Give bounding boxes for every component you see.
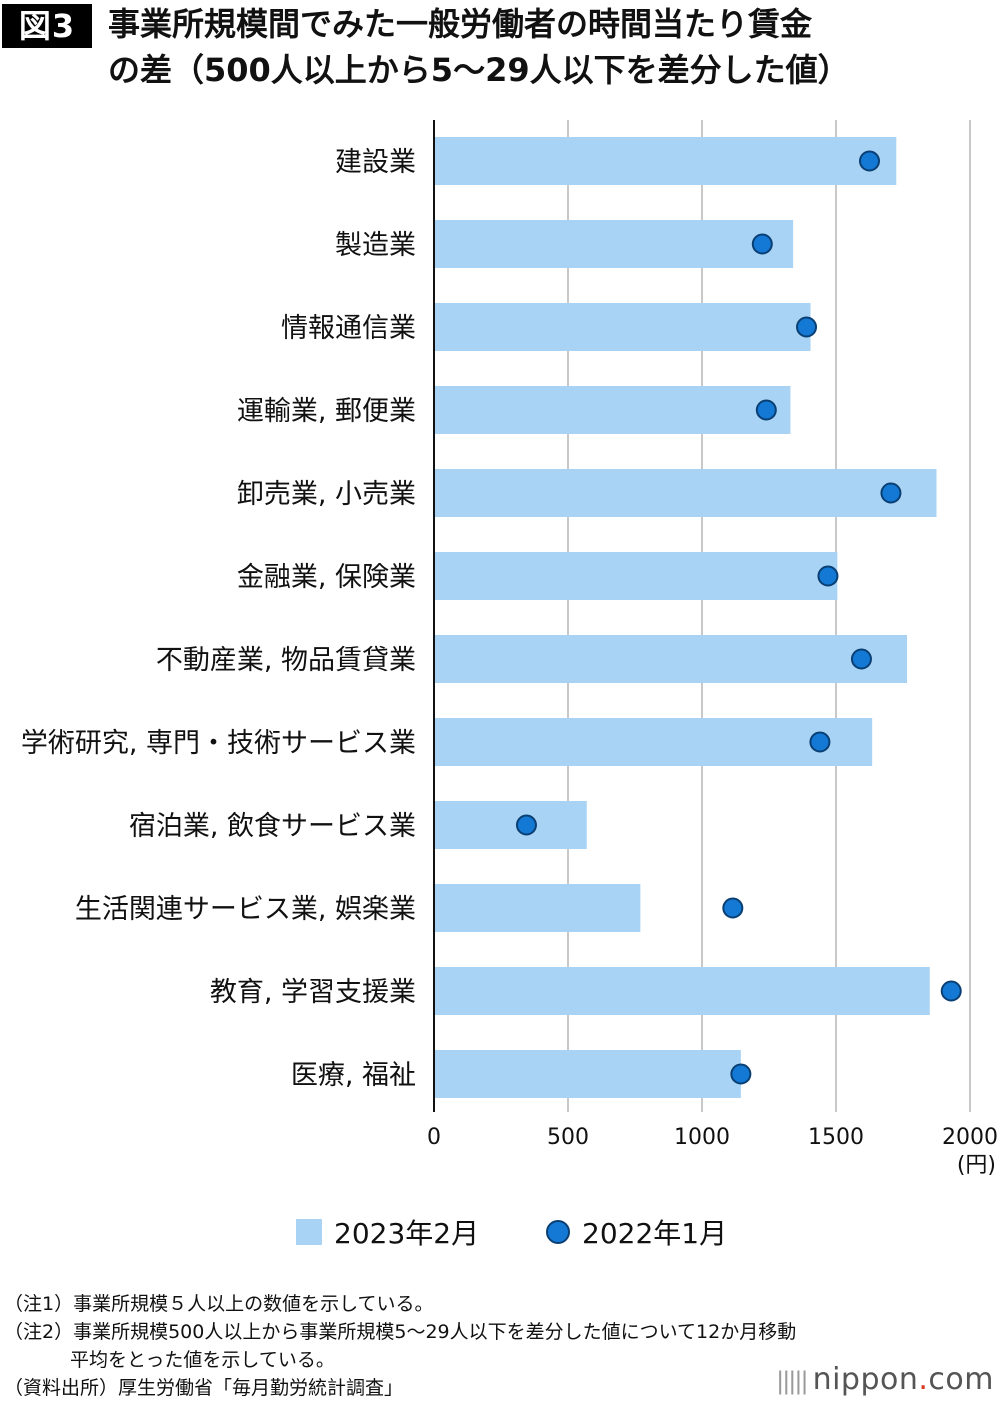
bar-2023-8 bbox=[434, 801, 587, 849]
bar-2023-5 bbox=[434, 552, 838, 600]
x-axis-unit: (円) bbox=[957, 1153, 996, 1178]
category-label-10: 教育, 学習支援業 bbox=[210, 977, 416, 1008]
note-2: （注2）事業所規模500人以上から事業所規模5〜29人以下を差分した値について1… bbox=[4, 1321, 797, 1343]
dot-2022-4 bbox=[880, 482, 902, 504]
category-label-4: 卸売業, 小売業 bbox=[237, 479, 416, 510]
bar-2023-10 bbox=[434, 967, 930, 1015]
category-label-1: 製造業 bbox=[335, 230, 416, 261]
bar-2023-11 bbox=[434, 1050, 741, 1098]
category-label-6: 不動産業, 物品賃貸業 bbox=[156, 645, 416, 676]
source-note: （資料出所）厚生労働省「毎月勤労統計調査」 bbox=[4, 1377, 404, 1399]
brand-name: nippon bbox=[812, 1362, 919, 1397]
brand-suffix: com bbox=[928, 1362, 994, 1397]
bar-2023-1 bbox=[434, 220, 794, 268]
category-label-7: 学術研究, 専門・技術サービス業 bbox=[21, 728, 416, 759]
note-2-continued: 平均をとった値を示している。 bbox=[70, 1349, 335, 1371]
category-label-3: 運輸業, 郵便業 bbox=[237, 396, 416, 427]
bar-2023-7 bbox=[434, 718, 873, 766]
bar-2023-4 bbox=[434, 469, 937, 517]
legend-bar-swatch bbox=[296, 1219, 322, 1245]
brand-mark-icon: ||||| bbox=[776, 1367, 808, 1395]
brand-dot: . bbox=[918, 1362, 929, 1397]
legend-label-2022: 2022年1月 bbox=[582, 1217, 728, 1250]
dot-2022-11 bbox=[730, 1063, 752, 1085]
chart-legend: 2023年2月 2022年1月 bbox=[0, 1208, 1000, 1256]
category-label-0: 建設業 bbox=[335, 147, 416, 178]
bar-2023-0 bbox=[434, 137, 897, 185]
category-label-5: 金融業, 保険業 bbox=[237, 562, 416, 593]
x-tick-label-2000: 2000 bbox=[942, 1125, 998, 1150]
x-tick-label-0: 0 bbox=[427, 1125, 441, 1150]
dot-2022-7 bbox=[809, 731, 831, 753]
dot-2022-0 bbox=[859, 150, 880, 172]
dot-2022-10 bbox=[940, 980, 962, 1002]
dot-2022-5 bbox=[817, 565, 839, 587]
dot-2022-3 bbox=[755, 399, 777, 421]
legend-item-2022: 2022年1月 bbox=[546, 1208, 727, 1256]
bar-2023-3 bbox=[434, 386, 791, 434]
dot-2022-1 bbox=[751, 233, 773, 255]
bar-2023-9 bbox=[434, 884, 641, 932]
legend-dot-swatch bbox=[546, 1220, 570, 1244]
nippon-com-logo: ||||| nippon.com bbox=[776, 1362, 994, 1397]
legend-item-2023: 2023年2月 bbox=[296, 1208, 479, 1256]
bar-2023-6 bbox=[434, 635, 908, 683]
note-1: （注1）事業所規模５人以上の数値を示している。 bbox=[4, 1293, 434, 1315]
chart-notes: （注1）事業所規模５人以上の数値を示している。 （注2）事業所規模500人以上か… bbox=[4, 1290, 994, 1402]
bar-2023-2 bbox=[434, 303, 811, 351]
category-label-2: 情報通信業 bbox=[281, 313, 416, 344]
x-tick-label-1500: 1500 bbox=[808, 1125, 864, 1150]
x-tick-label-1000: 1000 bbox=[674, 1125, 730, 1150]
category-label-8: 宿泊業, 飲食サービス業 bbox=[129, 811, 416, 842]
chart-header: 図3 事業所規模間でみた一般労働者の時間当たり賃金 の差（500人以上から5〜2… bbox=[0, 0, 1000, 100]
dot-2022-6 bbox=[850, 648, 872, 670]
legend-label-2023: 2023年2月 bbox=[334, 1217, 480, 1250]
chart-title-line-1: 事業所規模間でみた一般労働者の時間当たり賃金 bbox=[108, 5, 813, 43]
dot-2022-2 bbox=[796, 316, 818, 338]
dot-2022-8 bbox=[515, 814, 537, 836]
x-tick-label-500: 500 bbox=[547, 1125, 589, 1150]
dot-2022-9 bbox=[722, 897, 744, 919]
category-label-11: 医療, 福祉 bbox=[291, 1060, 416, 1091]
chart-title-line-2: の差（500人以上から5〜29人以下を差分した値） bbox=[108, 51, 850, 89]
figure-number-badge: 図3 bbox=[2, 4, 92, 48]
category-label-9: 生活関連サービス業, 娯楽業 bbox=[75, 894, 416, 925]
